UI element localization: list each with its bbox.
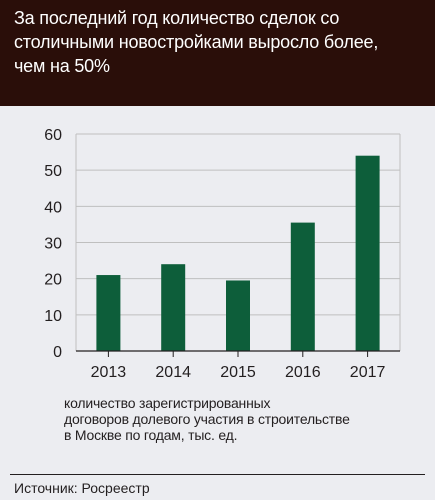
bar-2016 — [290, 222, 315, 351]
bar-chart: 0 10 20 30 40 50 60 2013 2014 2015 2016 2017 — [44, 127, 401, 381]
bar-2013 — [96, 275, 121, 351]
x-tick-label-2015: 2015 — [220, 364, 256, 381]
x-tick-label-2017: 2017 — [350, 364, 386, 381]
y-tick-label-50: 50 — [44, 163, 62, 180]
y-tick-label-40: 40 — [44, 199, 62, 216]
footer-divider — [10, 474, 425, 475]
bar-2014 — [161, 264, 186, 351]
header-banner: За последний год количество сделок со ст… — [0, 0, 435, 106]
x-tick-label-2013: 2013 — [91, 364, 127, 381]
chart-title: За последний год количество сделок со ст… — [14, 8, 379, 76]
chart-caption: количество зарегистрированных договоров … — [64, 395, 350, 443]
bar-2017 — [355, 155, 380, 351]
y-tick-label-0: 0 — [53, 344, 62, 361]
bar-2015 — [226, 280, 250, 351]
x-tick-label-2014: 2014 — [155, 364, 191, 381]
y-tick-label-30: 30 — [44, 236, 62, 253]
x-tick-label-2016: 2016 — [285, 364, 321, 381]
y-tick-label-10: 10 — [44, 308, 62, 325]
y-tick-label-20: 20 — [44, 272, 62, 289]
source-note: Источник: Росреестр — [14, 480, 150, 496]
y-tick-label-60: 60 — [44, 127, 62, 144]
